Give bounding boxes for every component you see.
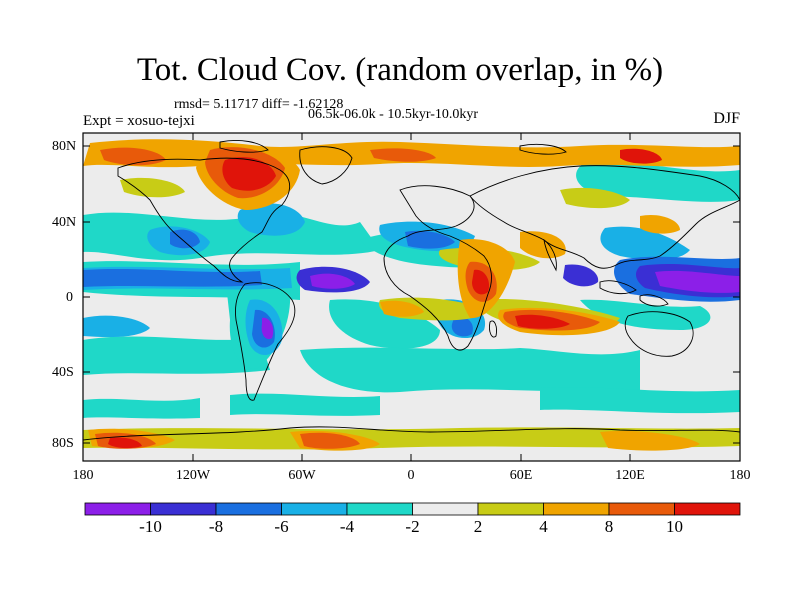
- colorbar-level-label: -10: [139, 517, 162, 536]
- lat-label-80s: 80S: [52, 436, 74, 451]
- colorbar-swatch: [215, 502, 282, 516]
- lon-label-60w: 60W: [288, 468, 316, 483]
- lat-label-40s: 40S: [52, 365, 74, 380]
- experiment-label: Expt = xosuo-tejxi: [83, 113, 195, 129]
- colorbar-swatch: [84, 502, 151, 516]
- field-plus10: [108, 148, 662, 449]
- colorbar-swatch: [674, 502, 741, 516]
- colorbar-swatch: [346, 502, 413, 516]
- colorbar-swatch: [608, 502, 675, 516]
- field-minus10: [261, 270, 740, 340]
- stats-label: rmsd= 5.11717 diff= -1.62128: [174, 97, 344, 112]
- plot-title: Tot. Cloud Cov. (random overlap, in %): [136, 52, 664, 88]
- lon-label-180e: 180: [729, 468, 751, 483]
- lon-label-120e: 120E: [615, 468, 645, 483]
- colorbar-level-label: 2: [473, 517, 483, 536]
- colorbar-level-label: 10: [666, 517, 683, 536]
- colorbar: [84, 502, 741, 516]
- colorbar-swatch: [477, 502, 544, 516]
- lat-label-0: 0: [66, 290, 73, 305]
- colorbar-level-label: 8: [604, 517, 614, 536]
- colorbar-swatch: [412, 502, 479, 516]
- lat-label-80n: 80N: [52, 139, 77, 154]
- colorbar-level-label: -6: [274, 517, 289, 536]
- colorbar-level-label: -2: [405, 517, 420, 536]
- lat-label-40n: 40N: [52, 215, 77, 230]
- period-label: 06.5k-06.0k - 10.5kyr-10.0kyr: [308, 107, 479, 122]
- coastlines: [83, 139, 740, 441]
- colorbar-level-label: 4: [539, 517, 548, 536]
- lon-label-120w: 120W: [175, 468, 211, 483]
- colorbar-level-label: -4: [339, 517, 355, 536]
- season-label: DJF: [713, 110, 740, 127]
- lon-label-0: 0: [407, 468, 415, 483]
- anomaly-field: [83, 139, 740, 451]
- lon-label-180w: 180: [72, 468, 94, 483]
- colorbar-swatch: [281, 502, 348, 516]
- lon-label-60e: 60E: [509, 468, 533, 483]
- map-ticks: [83, 133, 740, 461]
- colorbar-swatch: [543, 502, 610, 516]
- colorbar-level-label: -8: [208, 517, 224, 536]
- colorbar-swatch: [150, 502, 217, 516]
